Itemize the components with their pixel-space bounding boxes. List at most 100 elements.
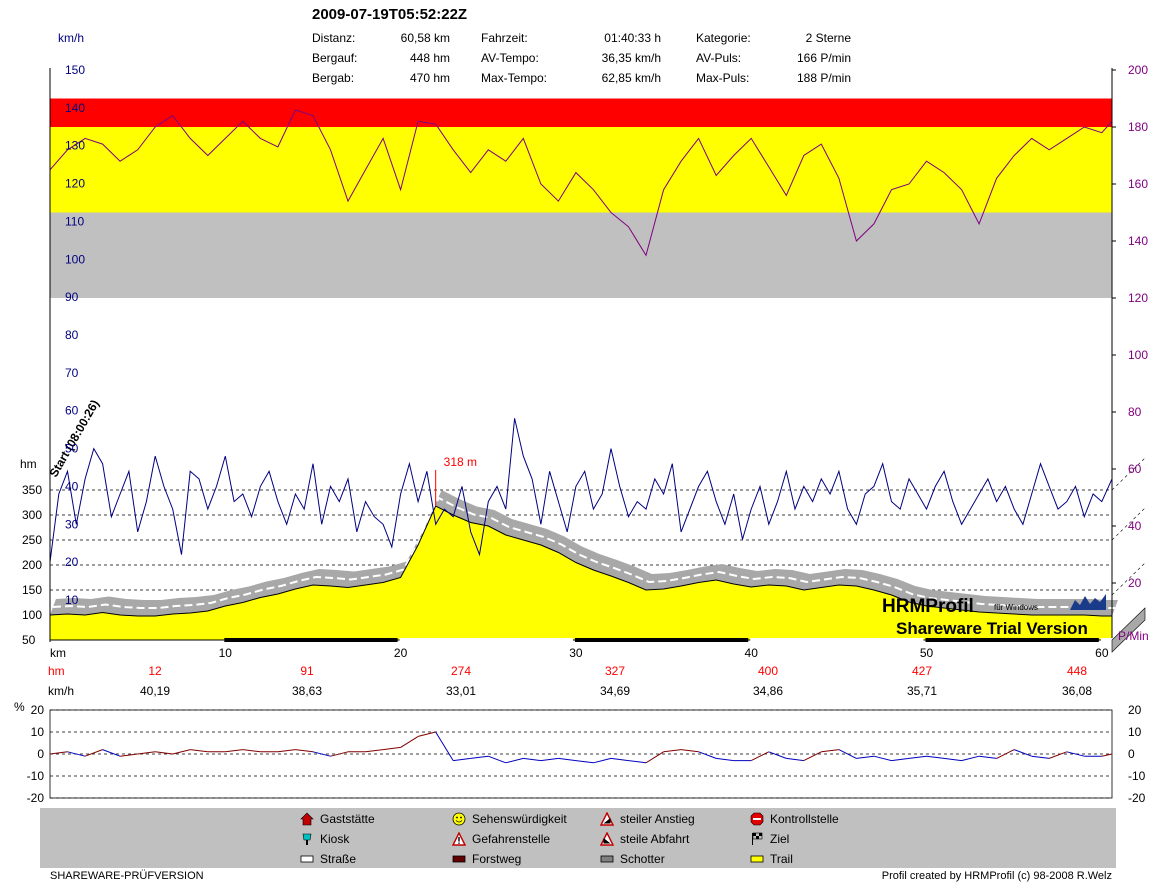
gradient-segment bbox=[645, 751, 664, 764]
gradient-segment bbox=[873, 755, 892, 762]
stat-value-distanz: 60,58 km bbox=[400, 31, 450, 45]
table-cell: 36,08 bbox=[1062, 684, 1092, 698]
gradient-segment bbox=[330, 751, 349, 757]
altitude-surface-line bbox=[52, 496, 1115, 609]
speed-tick-label: 140 bbox=[65, 101, 85, 115]
stat-value-kategorie: 2 Sterne bbox=[805, 31, 851, 45]
table-cell: 35,71 bbox=[907, 684, 937, 698]
legend-label: Schotter bbox=[620, 852, 665, 866]
ledge-gridline bbox=[1111, 457, 1146, 491]
watermark-brand: HRMProfil bbox=[882, 596, 974, 617]
road-swatch-icon bbox=[300, 852, 314, 866]
split-table: hm 12 91 274 327 400 427 448 km/h 40,19 38,63 33,01… bbox=[48, 664, 1092, 698]
gradient-tick-right: 10 bbox=[1128, 725, 1142, 739]
legend-item: Trail bbox=[750, 852, 793, 866]
stat-label-bergab: Bergab: bbox=[312, 71, 355, 85]
gradient-tick-left: 20 bbox=[31, 703, 45, 717]
legend-item: Kontrollstelle bbox=[750, 812, 839, 826]
x-tick-label: 40 bbox=[745, 646, 759, 660]
page-title: 2009-07-19T05:52:22Z bbox=[312, 6, 468, 23]
stat-label-av-tempo: AV-Tempo: bbox=[481, 51, 539, 65]
speed-tick-label: 110 bbox=[65, 214, 84, 228]
table-cell: 34,69 bbox=[600, 684, 630, 698]
pulse-series bbox=[49, 109, 1113, 257]
gradient-segment bbox=[488, 755, 506, 764]
legend-item: steiler Anstieg bbox=[600, 812, 695, 826]
ledge-3d bbox=[1111, 607, 1146, 653]
legend-label: Forstweg bbox=[472, 852, 522, 866]
forestroad-swatch-icon bbox=[452, 852, 466, 866]
altitude-axis-unit: hm bbox=[20, 457, 37, 471]
stat-label-max-tempo: Max-Tempo: bbox=[481, 71, 548, 85]
x-axis-segment bbox=[750, 638, 924, 642]
gradient-segment bbox=[120, 753, 138, 757]
gradient-segment bbox=[155, 751, 173, 755]
legend-label: Gaststätte bbox=[320, 812, 375, 826]
legend-label: steile Abfahrt bbox=[620, 832, 690, 846]
stat-value-bergauf: 448 hm bbox=[409, 51, 450, 65]
altitude-max-label: 318 m bbox=[444, 455, 477, 469]
legend-item: Gefahrenstelle bbox=[452, 832, 550, 846]
altitude-tick-label: 150 bbox=[22, 583, 42, 597]
gradient-segment bbox=[540, 757, 559, 762]
legend-label: Gefahrenstelle bbox=[472, 832, 551, 846]
gradient-segment bbox=[365, 749, 384, 753]
speed-tick-label: 90 bbox=[65, 290, 79, 304]
hr-zone-red bbox=[50, 98, 1112, 127]
pulse-tick-label: 120 bbox=[1128, 291, 1148, 305]
altitude-tick-label: 300 bbox=[22, 508, 42, 522]
steep-up-icon bbox=[600, 812, 614, 826]
axis-labels: km/h 150 140 130 120 110 100 90 80 70 60 50 40 30 20 10… bbox=[20, 31, 1149, 660]
pulse-axis-unit: P/Min bbox=[1118, 629, 1149, 643]
gradient-segment bbox=[610, 757, 629, 762]
gradient-segment bbox=[523, 757, 541, 762]
table-cell: 40,19 bbox=[140, 684, 170, 698]
legend-item: Straße bbox=[300, 852, 356, 866]
gradient-segment bbox=[172, 749, 191, 755]
gradient-chart: % 20 20 10 10 0 0 -10 -10 -20 -20 bbox=[14, 700, 1146, 805]
trail-swatch-icon bbox=[750, 852, 764, 866]
altitude-tick-label: 50 bbox=[22, 633, 36, 647]
gravel-swatch-icon bbox=[600, 852, 614, 866]
gradient-segment bbox=[1049, 751, 1067, 759]
trial-watermark: HRMProfil für Windows Shareware Trial Vers… bbox=[882, 594, 1106, 638]
table-cell: 33,01 bbox=[446, 684, 476, 698]
altitude-tick-label: 200 bbox=[22, 558, 42, 572]
table-row-unit: km/h bbox=[48, 684, 74, 698]
gradient-segment bbox=[295, 749, 314, 753]
gradient-segment bbox=[786, 757, 804, 762]
speed-tick-label: 70 bbox=[65, 366, 79, 380]
gradient-segment bbox=[312, 751, 331, 757]
legend-label: Ziel bbox=[770, 832, 790, 846]
speed-line bbox=[49, 418, 1113, 563]
altitude-tick-label: 350 bbox=[22, 483, 42, 497]
legend-item: Gaststätte bbox=[300, 812, 375, 826]
x-axis-unit: km bbox=[50, 646, 66, 660]
table-row-unit: hm bbox=[48, 664, 65, 678]
gradient-tick-right: 20 bbox=[1128, 703, 1142, 717]
stat-value-max-tempo: 62,85 km/h bbox=[601, 71, 661, 85]
gradient-segment bbox=[908, 755, 927, 759]
gradient-segment bbox=[137, 751, 156, 755]
gradient-segment bbox=[628, 760, 647, 764]
speed-tick-label: 20 bbox=[65, 555, 79, 569]
pulse-tick-label: 200 bbox=[1128, 63, 1148, 77]
gradient-tick-left: 10 bbox=[31, 725, 45, 739]
gradient-segment bbox=[277, 749, 296, 753]
gradient-segment bbox=[453, 757, 471, 762]
gradient-segment bbox=[1031, 755, 1050, 759]
watermark-trial: Shareware Trial Version bbox=[896, 619, 1088, 638]
altitude-tick-label: 250 bbox=[22, 533, 42, 547]
pulse-tick-label: 140 bbox=[1128, 234, 1148, 248]
house-icon bbox=[300, 812, 314, 826]
smiley-icon bbox=[452, 812, 466, 826]
gradient-segment bbox=[716, 757, 734, 762]
gradient-segment bbox=[383, 746, 401, 751]
gradient-segment bbox=[242, 749, 261, 753]
gradient-segment bbox=[558, 757, 576, 762]
ledge-gridline bbox=[1111, 562, 1146, 596]
gradient-segment bbox=[1066, 751, 1085, 757]
stat-value-max-puls: 188 P/min bbox=[796, 71, 851, 85]
speed-axis-unit: km/h bbox=[58, 31, 84, 45]
stat-label-max-puls: Max-Puls: bbox=[696, 71, 750, 85]
